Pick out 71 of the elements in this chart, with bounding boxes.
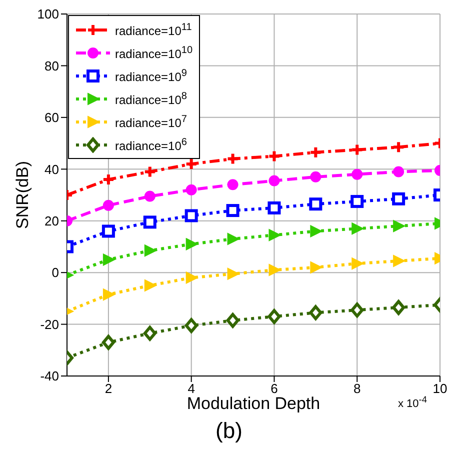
y-tick-label: 20 xyxy=(44,213,59,228)
x-tick-label: 10 xyxy=(432,381,448,396)
point xyxy=(143,216,156,229)
point xyxy=(268,175,280,186)
point xyxy=(184,157,198,170)
y-tick-label: 80 xyxy=(44,58,59,74)
point xyxy=(350,302,364,318)
y-tick-label: -40 xyxy=(40,368,59,384)
x-tick-label: 8 xyxy=(353,381,361,396)
point xyxy=(227,268,240,280)
point xyxy=(102,172,115,186)
point xyxy=(226,312,240,328)
legend-label: radiance=10$^{6}$ xyxy=(115,136,187,152)
point xyxy=(268,150,281,163)
y-tick-label: 40 xyxy=(44,162,59,177)
point xyxy=(227,232,240,245)
y-axis-title: SNR(dB) xyxy=(13,160,32,230)
x-axis-title: Modulation Depth xyxy=(186,394,320,413)
text: (b) xyxy=(216,418,242,443)
point xyxy=(143,326,156,341)
point xyxy=(309,146,322,159)
legend-label: radiance=10$^{9}$ xyxy=(115,68,187,84)
point xyxy=(226,152,240,166)
point xyxy=(352,258,364,270)
point xyxy=(143,165,156,178)
point xyxy=(392,192,406,206)
x-tick-label: 4 xyxy=(188,381,195,396)
point xyxy=(268,229,281,242)
point xyxy=(350,143,364,156)
point xyxy=(102,288,115,301)
point xyxy=(226,204,240,218)
point xyxy=(102,254,115,266)
text: x 10$^{-4}$ xyxy=(398,394,427,410)
point xyxy=(393,254,406,267)
point xyxy=(144,190,156,202)
y-tick-label: 60 xyxy=(44,110,59,126)
point xyxy=(392,140,406,154)
point xyxy=(184,209,198,222)
point xyxy=(352,222,364,235)
point xyxy=(310,261,322,274)
point xyxy=(144,244,156,257)
legend-label: radiance=10$^{10}$ xyxy=(115,44,193,60)
point xyxy=(268,201,281,214)
x-tick-label: 6 xyxy=(270,381,278,396)
legend-label: radiance=10$^{8}$ xyxy=(115,90,187,106)
point xyxy=(393,166,404,178)
y-tick-label: 0 xyxy=(52,265,59,280)
point xyxy=(268,309,281,324)
point xyxy=(350,194,364,208)
point xyxy=(102,334,115,350)
point xyxy=(268,264,281,276)
point xyxy=(144,280,156,292)
x-tick-label: 2 xyxy=(104,381,112,396)
point xyxy=(102,200,114,211)
point xyxy=(186,238,198,250)
point xyxy=(310,225,322,238)
point xyxy=(102,224,115,238)
y-tick-label: -20 xyxy=(40,316,59,332)
point xyxy=(186,272,198,284)
point xyxy=(186,184,197,196)
point xyxy=(352,168,363,180)
point xyxy=(310,171,322,182)
legend-label: radiance=10$^{11}$ xyxy=(115,22,192,38)
y-tick-label: 100 xyxy=(37,6,59,22)
point xyxy=(227,179,238,190)
point xyxy=(393,220,406,232)
point xyxy=(309,198,322,211)
point xyxy=(392,300,406,315)
legend-label: radiance=10$^{7}$ xyxy=(115,114,187,130)
point xyxy=(184,318,198,334)
point xyxy=(309,305,322,320)
